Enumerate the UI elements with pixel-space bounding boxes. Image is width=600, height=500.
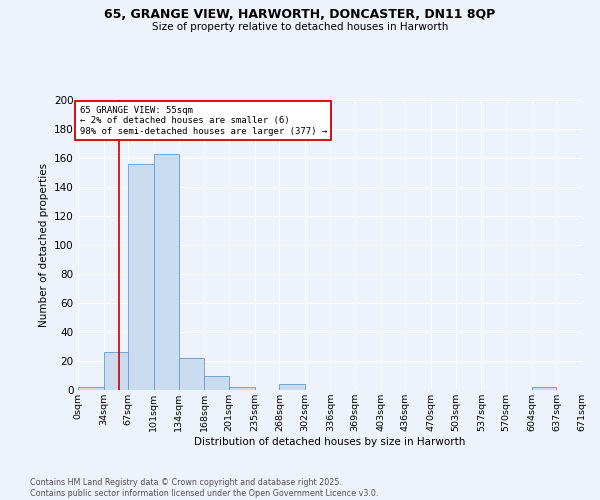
Bar (204, 376, 229, 390)
X-axis label: Distribution of detached houses by size in Harworth: Distribution of detached houses by size … (194, 437, 466, 447)
Text: Contains HM Land Registry data © Crown copyright and database right 2025.
Contai: Contains HM Land Registry data © Crown c… (30, 478, 379, 498)
Text: 65, GRANGE VIEW, HARWORTH, DONCASTER, DN11 8QP: 65, GRANGE VIEW, HARWORTH, DONCASTER, DN… (104, 8, 496, 20)
Bar (78, 387, 104, 390)
Text: 65 GRANGE VIEW: 55sqm
← 2% of detached houses are smaller (6)
98% of semi-detach: 65 GRANGE VIEW: 55sqm ← 2% of detached h… (80, 106, 327, 136)
Bar (179, 358, 204, 390)
Bar (128, 164, 154, 390)
Bar (279, 384, 305, 390)
Bar (229, 387, 254, 390)
Bar (154, 154, 179, 390)
Y-axis label: Number of detached properties: Number of detached properties (38, 163, 49, 327)
Bar (104, 352, 128, 390)
Bar (532, 387, 556, 390)
Text: Size of property relative to detached houses in Harworth: Size of property relative to detached ho… (152, 22, 448, 32)
